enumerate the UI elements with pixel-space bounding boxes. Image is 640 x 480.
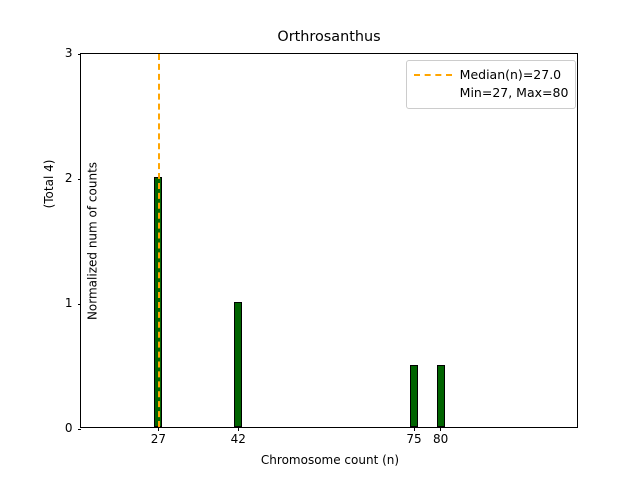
y-tick-label-0: 0 — [64, 421, 73, 435]
legend-texts: Median(n)=27.0 Min=27, Max=80 — [460, 66, 569, 102]
bar-80 — [436, 364, 445, 427]
x-tick-label-27: 27 — [150, 432, 167, 446]
x-tick-label-42: 42 — [230, 432, 246, 446]
y-axis-label: Normalized num of counts — [85, 161, 100, 321]
legend: Median(n)=27.0 Min=27, Max=80 — [405, 59, 577, 109]
x-axis-label: Chromosome count (n) — [260, 453, 400, 467]
bar-42 — [234, 302, 243, 427]
y-tick-label-1: 1 — [64, 296, 73, 310]
page-title: Orthrosanthus — [277, 29, 381, 45]
dashed-line-icon — [413, 74, 452, 76]
legend-label-minmax: Min=27, Max=80 — [459, 84, 569, 100]
bar-75 — [410, 364, 418, 427]
legend-label-median: Median(n)=27.0 — [459, 66, 562, 82]
y-tick-label-2: 2 — [64, 171, 73, 185]
legend-swatch-cell — [413, 66, 452, 84]
y-tick-label-3: 3 — [64, 46, 73, 60]
x-tick-label-80: 80 — [432, 432, 449, 446]
plot-area: Normalized num of counts (Total 4) 0 1 2… — [42, 46, 578, 467]
x-tick-label-75: 75 — [406, 432, 422, 446]
y-axis-total-label: (Total 4) — [42, 159, 56, 209]
median-line — [158, 54, 161, 427]
